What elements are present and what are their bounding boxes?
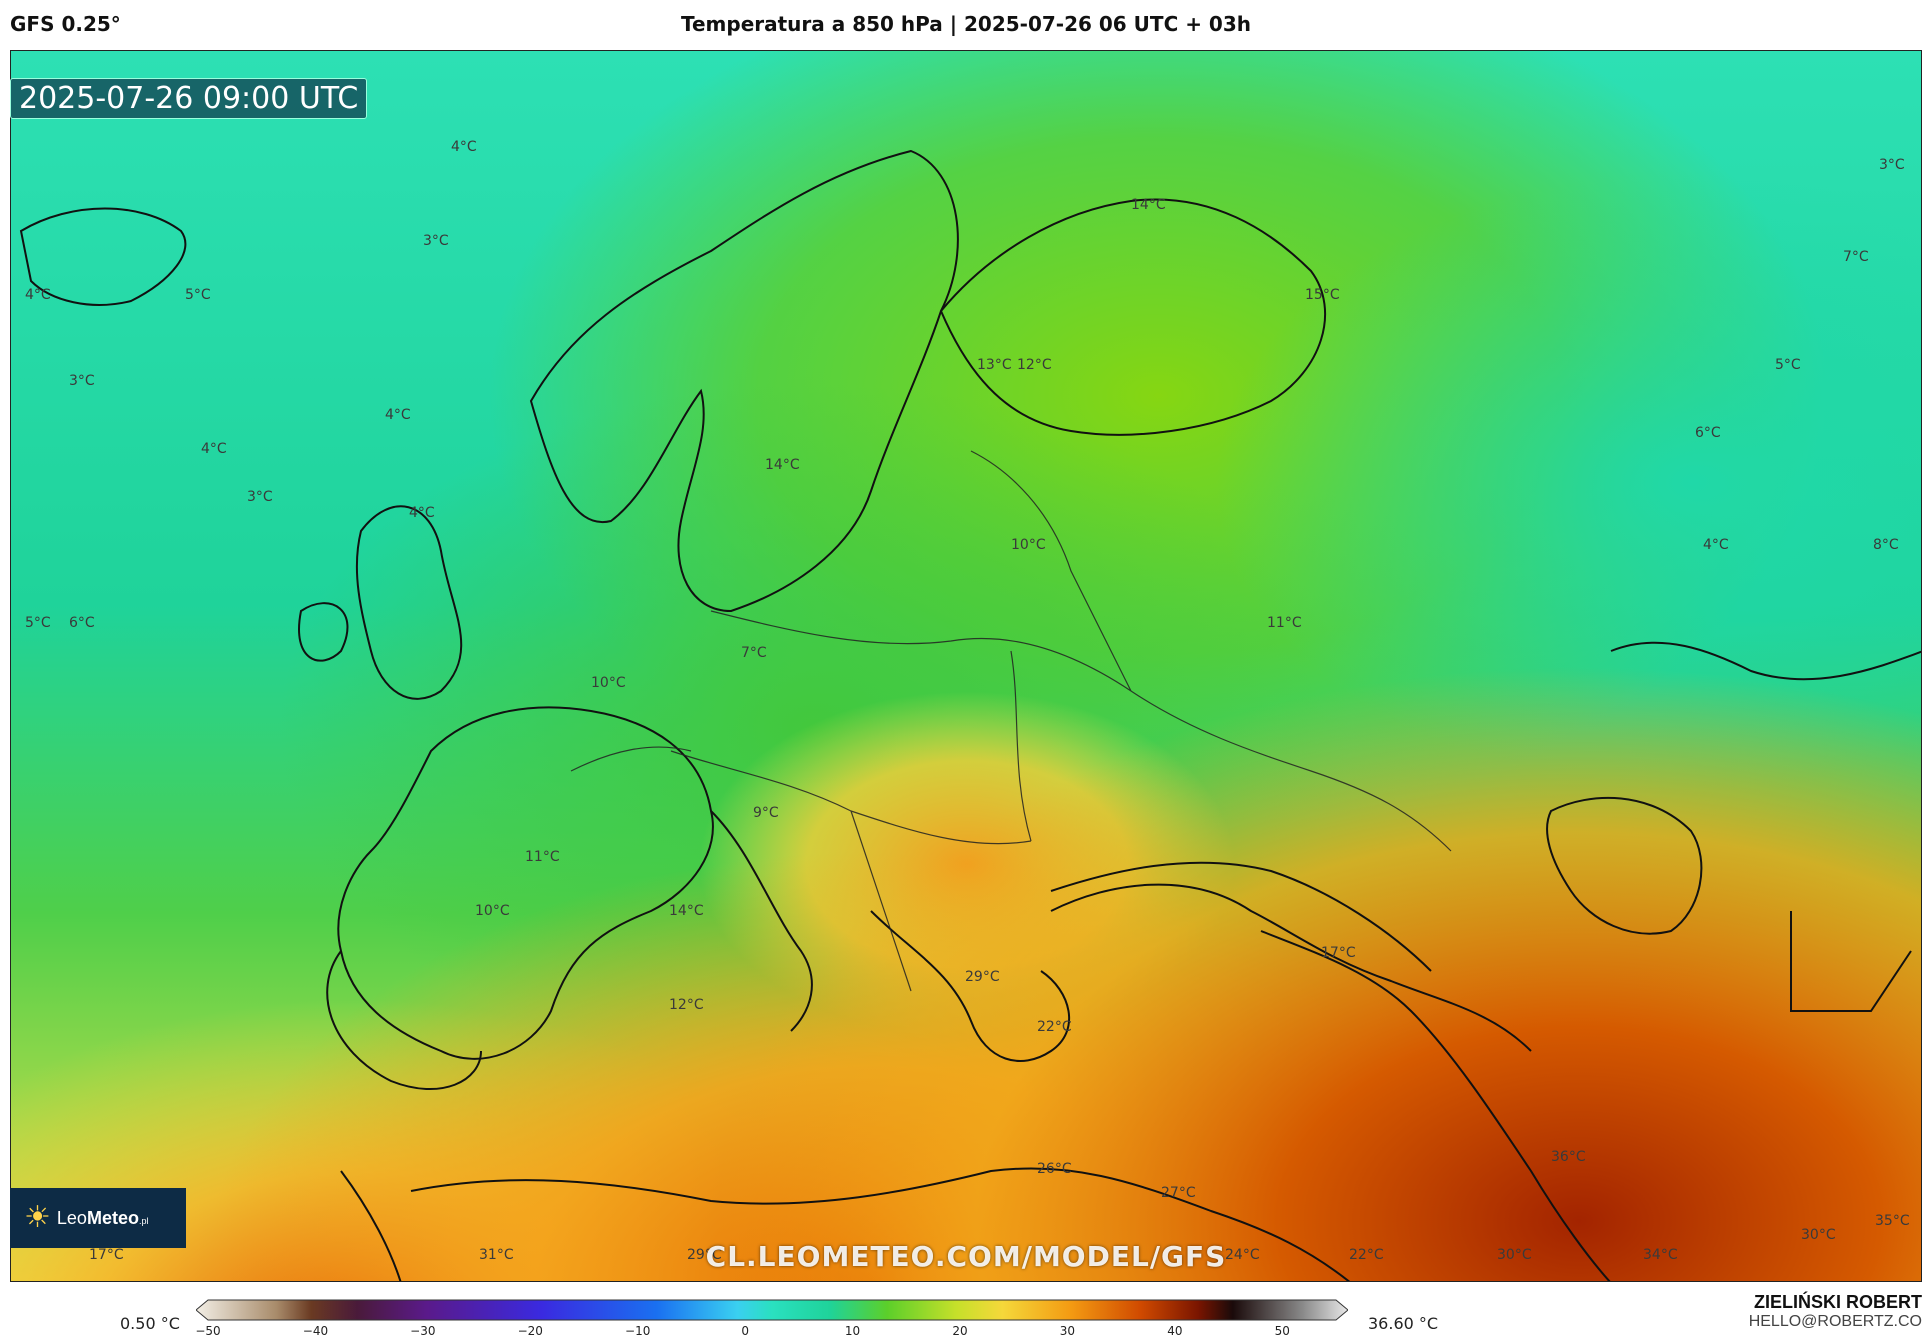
temperature-label: 6°C: [69, 615, 95, 631]
temperature-label: 11°C: [1267, 615, 1302, 631]
colorbar-min-label: 0.50 °C: [120, 1314, 180, 1333]
temperature-label: 12°C: [1017, 357, 1052, 373]
temperature-label: 17°C: [89, 1247, 124, 1263]
temperature-label: 31°C: [479, 1247, 514, 1263]
temperature-label: 4°C: [451, 139, 477, 155]
temperature-label: 35°C: [1875, 1213, 1910, 1229]
temperature-label: 6°C: [1695, 425, 1721, 441]
colorbar: 0.50 °C: [0, 1290, 1932, 1338]
temperature-label: 13°C: [977, 357, 1012, 373]
temperature-label: 10°C: [1011, 537, 1046, 553]
temperature-label: 10°C: [475, 903, 510, 919]
colorbar-tick-label: −10: [625, 1324, 651, 1338]
colorbar-tick-label: −40: [302, 1324, 329, 1338]
temperature-label: 4°C: [1703, 537, 1729, 553]
author-email: HELLO@ROBERTZ.CO: [1748, 1313, 1922, 1330]
temperature-label: 34°C: [1643, 1247, 1678, 1263]
temperature-map: 4°C 3°C 5°C 4°C 3°C 4°C 4°C 3°C 4°C 5°C …: [10, 50, 1922, 1282]
borders: [570, 450, 1452, 992]
temperature-label: 36°C: [1551, 1149, 1586, 1165]
valid-time-badge: 2025-07-26 09:00 UTC: [10, 78, 368, 119]
temperature-field: [11, 51, 1921, 1281]
temperature-label: 9°C: [753, 805, 779, 821]
temperature-label: 17°C: [1321, 945, 1356, 961]
temperature-label: 29°C: [687, 1247, 722, 1263]
colorbar-tick-label: 20: [952, 1324, 968, 1338]
temperature-label: 14°C: [669, 903, 704, 919]
temperature-label: 8°C: [1873, 537, 1899, 553]
watermark: CL.LEOMETEO.COM/MODEL/GFS: [705, 1240, 1227, 1273]
colorbar-max-label: 36.60 °C: [1368, 1314, 1439, 1333]
colorbar-tick-label: 40: [1167, 1324, 1183, 1338]
temperature-label: 15°C: [1305, 287, 1340, 303]
temperature-label: 3°C: [69, 373, 95, 389]
temperature-label: 3°C: [247, 489, 273, 505]
temperature-label: 29°C: [965, 969, 1000, 985]
header: GFS 0.25° Temperatura a 850 hPa | 2025-0…: [0, 0, 1932, 50]
sun-icon: ☀: [24, 1201, 51, 1234]
temperature-label: 27°C: [1161, 1185, 1196, 1201]
temperature-label: 4°C: [25, 287, 51, 303]
temperature-label: 5°C: [1775, 357, 1801, 373]
temperature-label: 14°C: [1131, 197, 1166, 213]
leometeo-logo[interactable]: ☀ LeoMeteo.pl: [10, 1188, 186, 1248]
colorbar-tick-label: −30: [410, 1324, 436, 1338]
temperature-label: 12°C: [669, 997, 704, 1013]
colorbar-tick-label: −20: [517, 1324, 543, 1338]
temperature-label: 3°C: [423, 233, 449, 249]
colorbar-gradient: [196, 1299, 1348, 1321]
temperature-label: 4°C: [201, 441, 227, 457]
temperature-label: 24°C: [1225, 1247, 1260, 1263]
colorbar-tick-label: 0: [741, 1324, 749, 1338]
temperature-label: 7°C: [1843, 249, 1869, 265]
temperature-label: 3°C: [1879, 157, 1905, 173]
temperature-label: 26°C: [1037, 1161, 1072, 1177]
temperature-label: 11°C: [525, 849, 560, 865]
colorbar-tick-label: −50: [195, 1324, 221, 1338]
author-credit: ZIELIŃSKI ROBERT HELLO@ROBERTZ.CO: [1749, 1292, 1922, 1331]
temperature-label: 22°C: [1037, 1019, 1072, 1035]
temperature-label: 4°C: [409, 505, 435, 521]
colorbar-tick-label: 30: [1059, 1324, 1076, 1338]
model-label: GFS 0.25°: [10, 12, 121, 36]
temperature-label: 5°C: [25, 615, 51, 631]
temperature-label: 14°C: [765, 457, 800, 473]
temperature-label: 30°C: [1801, 1227, 1836, 1243]
temperature-label: 4°C: [385, 407, 411, 423]
author-name: ZIELIŃSKI ROBERT: [1753, 1292, 1922, 1312]
temperature-label: 5°C: [185, 287, 211, 303]
logo-text: LeoMeteo.pl: [56, 1207, 149, 1228]
temperature-label: 22°C: [1349, 1247, 1384, 1263]
map-title: Temperatura a 850 hPa | 2025-07-26 06 UT…: [680, 12, 1251, 36]
temperature-label: 30°C: [1497, 1247, 1532, 1263]
temperature-label: 7°C: [741, 645, 767, 661]
colorbar-tick-label: 50: [1274, 1324, 1290, 1338]
temperature-label: 10°C: [591, 675, 626, 691]
coastlines: [19, 149, 1921, 1281]
colorbar-tick-label: 10: [844, 1324, 861, 1338]
